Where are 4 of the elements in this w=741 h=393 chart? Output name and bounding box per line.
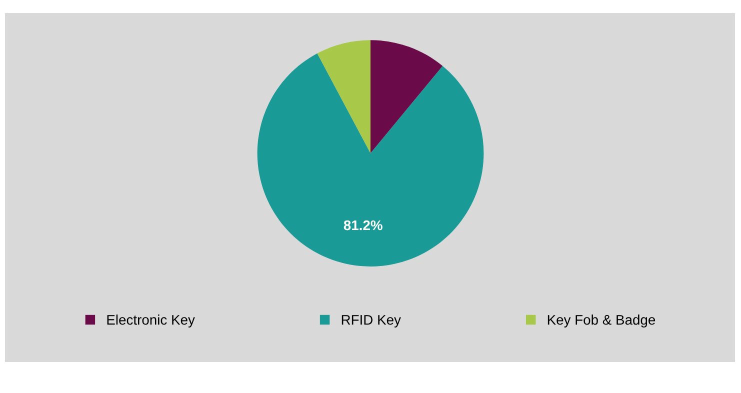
data-label: 81.2% xyxy=(344,220,382,230)
legend-label: Key Fob & Badge xyxy=(548,314,656,328)
legend-label: Electronic Key xyxy=(107,314,195,328)
legend-label: RFID Key xyxy=(342,315,401,328)
